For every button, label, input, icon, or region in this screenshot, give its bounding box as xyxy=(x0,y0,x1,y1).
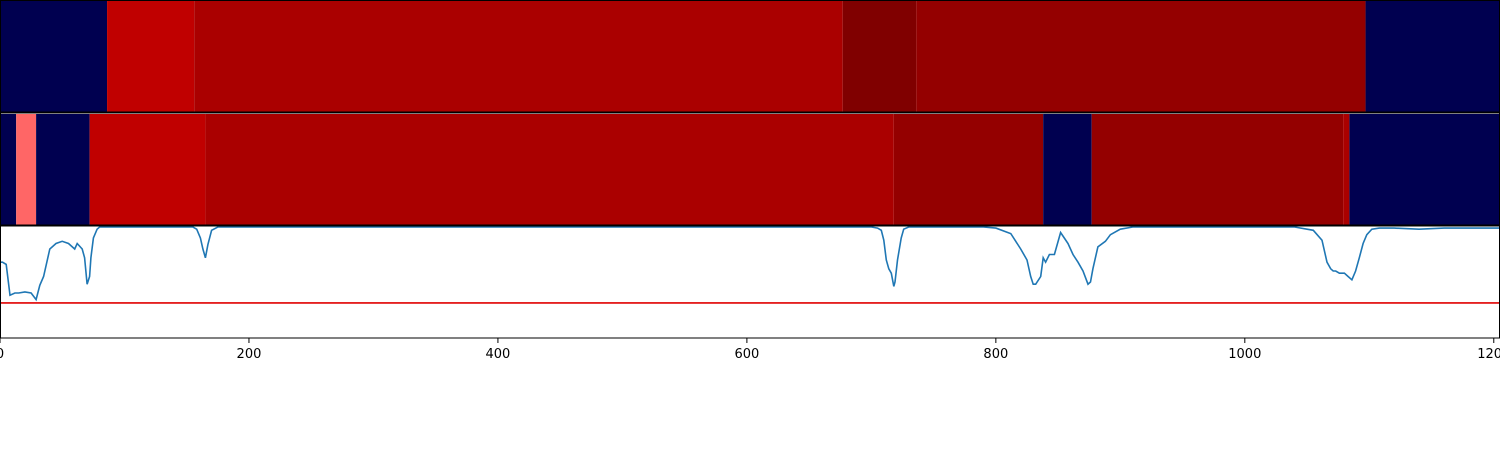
segment-1-1 xyxy=(16,114,37,225)
segment-1-7 xyxy=(1091,114,1344,225)
segment-track-top xyxy=(0,1,1500,112)
segment-track-bottom xyxy=(0,114,1500,225)
x-tick-label-4: 800 xyxy=(983,347,1008,362)
x-tick-label-5: 1000 xyxy=(1228,347,1261,362)
segment-1-4 xyxy=(205,114,894,225)
x-tick-label-1: 200 xyxy=(237,347,262,362)
series-line xyxy=(0,226,1500,302)
line-panel-background xyxy=(0,226,1500,338)
x-tick-label-6: 1200 xyxy=(1477,347,1500,362)
segment-0-2 xyxy=(194,1,843,112)
segment-1-2 xyxy=(36,114,90,225)
segment-1-6 xyxy=(1043,114,1092,225)
segment-0-1 xyxy=(107,1,195,112)
segment-1-0 xyxy=(0,114,17,225)
x-axis: 0 200 400 600 800 1000 1200 xyxy=(0,338,1500,362)
segment-1-9 xyxy=(1349,114,1500,225)
segment-0-4 xyxy=(916,1,1366,112)
x-tick-label-0: 0 xyxy=(0,347,4,362)
segment-1-3 xyxy=(89,114,206,225)
segment-1-5 xyxy=(893,114,1044,225)
segment-0-3 xyxy=(842,1,917,112)
segment-0-0 xyxy=(0,1,108,112)
line-panel xyxy=(0,226,1500,338)
segment-0-5 xyxy=(1365,1,1500,112)
segment-1-8 xyxy=(1343,114,1350,225)
x-tick-label-2: 400 xyxy=(486,347,511,362)
x-tick-label-3: 600 xyxy=(734,347,759,362)
